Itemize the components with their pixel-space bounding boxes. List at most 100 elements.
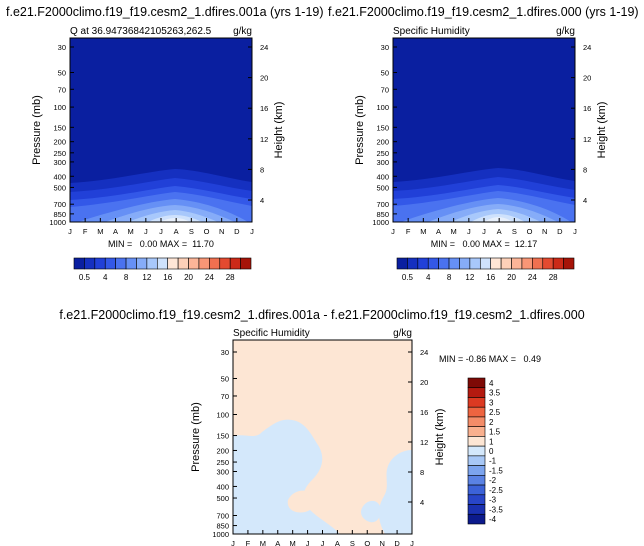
positive-patch: [287, 490, 315, 513]
colorbar-swatch: [467, 475, 486, 486]
y-tick-label-right: 16: [420, 408, 428, 417]
panel-diff-title: f.e21.F2000climo.f19_f19.cesm2_1.dfires.…: [59, 308, 584, 322]
y-tick-label: 70: [221, 392, 229, 401]
colorbar-swatch: [467, 387, 486, 398]
colorbar-swatch: [467, 377, 486, 389]
panel-right-ylabel-right: Height (km): [596, 102, 608, 159]
colorbar-label: 3: [489, 398, 494, 407]
colorbar-swatch: [115, 257, 127, 270]
y-tick-label: 70: [381, 85, 389, 94]
panel-left-units: g/kg: [233, 26, 252, 37]
y-tick-label-right: 4: [260, 196, 264, 205]
x-tick-label: J: [68, 227, 72, 236]
colorbar-swatch: [167, 257, 179, 270]
y-tick-label-right: 24: [420, 348, 428, 357]
colorbar-swatch: [467, 436, 486, 447]
panel-right-minmax: MIN = 0.00 MAX = 12.17: [431, 239, 538, 249]
x-tick-label: M: [260, 539, 266, 546]
colorbar-swatch: [490, 257, 502, 270]
colorbar-label: 1.5: [489, 428, 501, 437]
y-tick-label: 200: [216, 446, 229, 455]
panel-right-title: f.e21.F2000climo.f19_f19.cesm2_1.dfires.…: [328, 5, 639, 19]
panel-diff: f.e21.F2000climo.f19_f19.cesm2_1.dfires.…: [59, 308, 584, 546]
colorbar-label: 20: [184, 273, 193, 282]
colorbar-label: 8: [447, 273, 452, 282]
colorbar-swatch: [467, 494, 486, 505]
y-tick-label: 400: [216, 482, 229, 491]
colorbar: 0.5 4 8 12 16 20 24 28: [396, 257, 575, 282]
colorbar-swatch: [459, 257, 471, 270]
y-tick-label: 700: [53, 200, 66, 209]
colorbar-swatch: [396, 257, 408, 270]
x-tick-label: D: [234, 227, 240, 236]
x-tick-label: S: [350, 539, 355, 546]
colorbar-label: 0.5: [402, 273, 414, 282]
panel-right: f.e21.F2000climo.f19_f19.cesm2_1.dfires.…: [328, 5, 639, 282]
colorbar-label: 20: [507, 273, 516, 282]
colorbar-swatch: [467, 426, 486, 437]
colorbar-swatch: [229, 257, 241, 270]
y-tick-label: 1000: [372, 218, 389, 227]
negative-patch: [360, 500, 381, 523]
colorbar-swatch: [417, 257, 429, 270]
colorbar-swatch: [198, 257, 210, 270]
y-tick-label: 850: [376, 210, 389, 219]
y-tick-label: 850: [53, 210, 66, 219]
colorbar-swatch: [467, 416, 486, 427]
x-tick-label: J: [231, 539, 235, 546]
y-tick-label-right: 8: [420, 468, 424, 477]
y-tick-label: 100: [53, 103, 66, 112]
y-tick-label: 500: [53, 183, 66, 192]
panel-right-ylabel: Pressure (mb): [354, 95, 366, 165]
x-tick-label: M: [451, 227, 457, 236]
colorbar-label: -2.5: [489, 486, 503, 495]
negative-region-left: [233, 419, 340, 534]
y-tick-label: 50: [58, 68, 66, 77]
y-tick-label: 200: [376, 138, 389, 147]
y-axis-right: 24 20 16 12 8 4: [408, 348, 428, 507]
y-tick-label: 100: [216, 410, 229, 419]
colorbar-swatch: [146, 257, 158, 270]
colorbar-label: 16: [486, 273, 495, 282]
panel-diff-ylabel: Pressure (mb): [190, 402, 202, 472]
x-tick-label: J: [159, 227, 163, 236]
colorbar-swatch: [73, 257, 85, 270]
colorbar-swatch: [209, 257, 221, 270]
y-tick-label-right: 8: [583, 165, 587, 174]
x-tick-label: J: [410, 539, 414, 546]
colorbar-label: 0: [489, 447, 494, 456]
x-tick-label: J: [391, 227, 395, 236]
colorbar-swatch: [94, 257, 106, 270]
colorbar-swatch: [467, 455, 486, 466]
y-tick-label: 30: [381, 43, 389, 52]
y-tick-label: 250: [216, 458, 229, 467]
colorbar-label: 4: [426, 273, 431, 282]
y-tick-label: 70: [58, 85, 66, 94]
y-tick-label-right: 16: [260, 104, 268, 113]
panel-diff-subtitle: Specific Humidity: [233, 328, 310, 339]
colorbar-swatch: [521, 257, 533, 270]
x-tick-label: O: [364, 539, 370, 546]
y-tick-label-right: 20: [260, 74, 268, 83]
colorbar-swatch: [500, 257, 512, 270]
y-tick-label-right: 24: [583, 43, 591, 52]
colorbar-label: 24: [528, 273, 537, 282]
panel-diff-units: g/kg: [393, 328, 412, 339]
x-tick-label: A: [497, 227, 502, 236]
colorbar-swatch: [467, 406, 486, 418]
y-tick-label: 150: [376, 123, 389, 132]
x-tick-label: J: [144, 227, 148, 236]
x-tick-label: D: [394, 539, 400, 546]
x-tick-label: M: [128, 227, 134, 236]
colorbar-swatch: [467, 445, 486, 457]
y-tick-label: 400: [376, 172, 389, 181]
colorbar-swatch: [177, 257, 189, 270]
y-tick-label-right: 20: [420, 378, 428, 387]
colorbar-swatch: [469, 257, 481, 270]
panel-right-units: g/kg: [556, 26, 575, 37]
contour-band-9: [483, 217, 513, 222]
colorbar-swatch: [84, 257, 96, 270]
panel-left-minmax: MIN = 0.00 MAX = 11.70: [108, 239, 214, 249]
